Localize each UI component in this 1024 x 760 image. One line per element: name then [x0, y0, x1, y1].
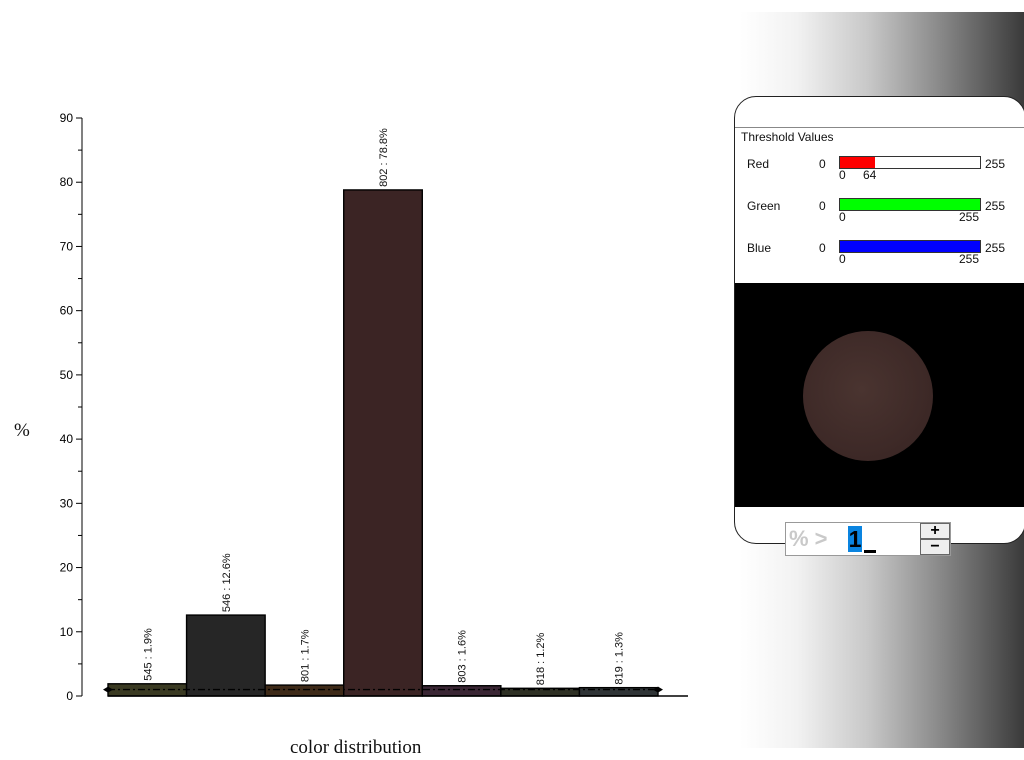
color-distribution-chart: 0 10 20 30 40 50 60 70 80 90 545 : 1.9% 546 : 12.6… — [60, 111, 688, 703]
y-tick-label: 10 — [60, 625, 74, 639]
row-min: 0 — [819, 199, 826, 213]
green-slider-fill — [840, 199, 980, 210]
text-cursor — [864, 550, 876, 553]
x-axis-label: color distribution — [290, 737, 422, 758]
increment-button[interactable]: + — [920, 523, 950, 539]
threshold-row-green: Green 0 255 0 255 — [735, 194, 1024, 228]
y-tick-label: 60 — [60, 304, 74, 318]
blue-slider[interactable] — [839, 240, 981, 253]
percent-filter-spinbox: % > 1 + − — [785, 522, 951, 556]
row-label: Blue — [747, 241, 772, 255]
row-high: 255 — [959, 210, 980, 224]
row-high: 64 — [863, 168, 877, 182]
threshold-start-marker — [103, 686, 113, 693]
threshold-values-box: Threshold Values Red 0 255 0 64 Green 0 … — [735, 127, 1024, 312]
row-label: Red — [747, 157, 770, 171]
row-max: 255 — [985, 241, 1006, 255]
bar-data-label: 818 : 1.2% — [535, 632, 547, 685]
red-slider[interactable] — [839, 156, 981, 169]
y-tick-label: 20 — [60, 561, 74, 575]
threshold-title: Threshold Values — [741, 130, 834, 144]
bar-803 — [421, 685, 502, 697]
row-label: Green — [747, 199, 781, 213]
bar-data-label: 819 : 1.3% — [614, 632, 626, 685]
threshold-row-red: Red 0 255 0 64 — [735, 152, 1024, 186]
y-tick-label: 90 — [60, 111, 74, 125]
row-max: 255 — [985, 157, 1006, 171]
percent-value-input[interactable]: 1 — [848, 526, 862, 552]
percent-prefix: % > — [789, 526, 828, 551]
bar-802 — [343, 189, 423, 697]
green-slider[interactable] — [839, 198, 981, 211]
row-min: 0 — [819, 241, 826, 255]
sample-disc-image — [803, 331, 933, 461]
threshold-end-marker — [653, 686, 663, 693]
bar-data-label: 801 : 1.7% — [299, 629, 311, 682]
y-axis-label: % — [14, 420, 30, 441]
bar-546 — [185, 614, 266, 697]
y-axis: 0 10 20 30 40 50 60 70 80 90 — [60, 111, 83, 703]
row-high: 255 — [959, 252, 980, 266]
blue-slider-fill — [840, 241, 980, 252]
y-tick-label: 70 — [60, 239, 74, 253]
bar-data-label: 545 : 1.9% — [142, 628, 154, 681]
x-axis — [103, 686, 688, 697]
y-tick-label: 30 — [60, 496, 74, 510]
y-tick-label: 0 — [66, 689, 73, 703]
row-low: 0 — [839, 252, 846, 266]
bar-818 — [500, 687, 581, 697]
bars — [107, 189, 659, 697]
red-slider-fill — [840, 157, 876, 168]
row-low: 0 — [839, 210, 846, 224]
decrement-button[interactable]: − — [920, 539, 950, 555]
row-min: 0 — [819, 157, 826, 171]
bar-data-label: 546 : 12.6% — [221, 553, 233, 612]
threshold-row-blue: Blue 0 255 0 255 — [735, 236, 1024, 270]
bar-labels: 545 : 1.9% 546 : 12.6% 801 : 1.7% 802 : 78.… — [142, 128, 625, 685]
bar-data-label: 803 : 1.6% — [457, 630, 469, 683]
y-tick-label: 50 — [60, 368, 74, 382]
bar-data-label: 802 : 78.8% — [378, 128, 390, 187]
bar-801 — [264, 684, 345, 697]
color-preview — [735, 283, 1024, 507]
y-tick-label: 40 — [60, 432, 74, 446]
row-max: 255 — [985, 199, 1006, 213]
threshold-panel: Threshold Values Red 0 255 0 64 Green 0 … — [734, 96, 1024, 544]
row-low: 0 — [839, 168, 846, 182]
y-tick-label: 80 — [60, 175, 74, 189]
